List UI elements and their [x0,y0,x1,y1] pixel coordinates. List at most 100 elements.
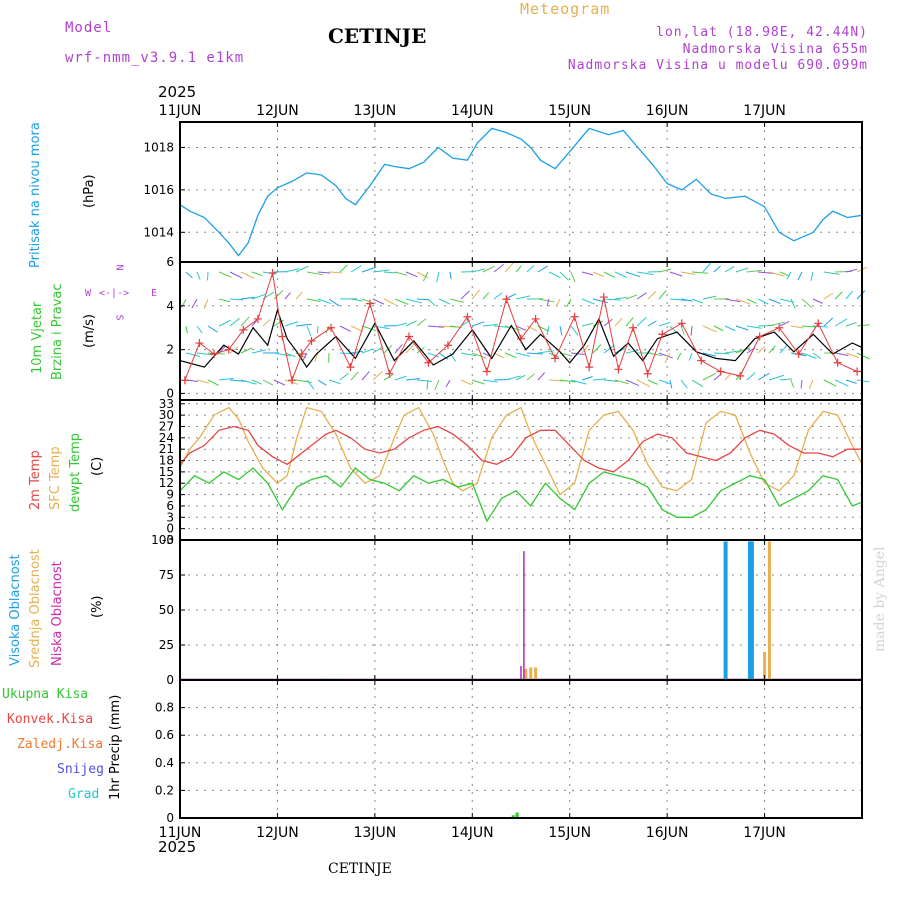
wind-arrow [757,271,774,274]
wind-arrow [724,298,741,303]
wind-arrow [434,379,440,391]
wind-gust-marker [404,332,413,341]
wind-arrow [471,352,487,359]
wind-arrow [436,271,440,283]
wind-arrow [546,325,550,336]
cloud-bar [763,652,767,680]
wind-arrow [284,292,291,300]
wind-arrow [416,318,427,327]
wind-arrow [581,376,593,381]
wind-arrow [746,298,757,304]
wind-arrow [735,325,749,331]
wind-arrow [460,379,472,386]
wind-arrow [647,379,658,385]
wind-arrow [546,298,550,307]
wind-arrow [471,268,486,273]
y-tick-label: 4 [166,299,174,313]
wind-gust-marker [697,356,706,365]
wind-arrow [800,379,803,389]
y-tick-label: 30 [159,408,174,422]
wind-arrow [669,271,683,277]
wind-arrow [845,268,858,273]
wind-arrow [603,344,615,354]
wind-arrow [350,265,362,273]
wind-arrow [691,271,708,274]
wind-arrow [460,290,470,300]
wind-arrow [823,317,834,327]
wind-arrow [658,268,672,273]
wind-arrow [636,292,647,300]
wind-arrow [823,379,837,387]
wind-gust-marker [210,350,219,358]
wind-arrow [317,298,332,305]
wind-arrow [302,352,308,362]
wind-arrow [680,298,693,302]
wind-arrow [823,292,834,300]
wind-arrow [757,345,766,354]
wind-arrow [251,319,258,327]
wind-arrow [284,268,300,273]
wind-arrow [559,271,569,281]
wind-arrow [493,263,504,273]
wind-arrow [405,343,415,354]
wind-arrow [592,344,602,354]
wind-arrow [350,325,364,332]
compass-rose: N W <-|-> E S [83,262,159,324]
wind-arrow [251,271,263,277]
wind-arrow [196,325,203,334]
wind-arrow [845,290,854,300]
wind-arrow [669,379,673,389]
wind-arrow [372,269,390,273]
wind-arrow [405,298,422,304]
wind-gust-marker [443,341,452,350]
wind-arrow [240,296,255,300]
wind-speed-line [179,308,863,369]
y-tick-label: 18 [159,454,174,468]
wind-arrow [203,298,209,310]
wind-arrow [581,298,595,305]
wind-arrow [328,379,341,385]
wind-arrow [482,379,498,383]
wind-gust-marker [502,295,511,304]
panel-frame [179,121,863,263]
wind-arrow [482,265,495,273]
wind-arrow [680,271,696,275]
y-tick-label: 0 [166,673,174,687]
wind-arrow [790,325,804,329]
wind-gust-marker [570,312,579,321]
wind-arrow [273,319,285,327]
wind-arrow [383,374,393,381]
legend-total-rain: Ukupna Kisa [2,687,89,702]
wind-arrow [251,293,266,300]
wind-arrow [460,352,477,357]
wind-arrow [317,271,330,274]
wind-arrow [570,325,579,336]
wind-arrow [614,296,627,300]
legend-hail: Grad [68,787,100,802]
y-tick-label: 25 [159,638,174,652]
wind-arrow [295,265,309,273]
wind-arrow [240,271,255,279]
wind-arrow [218,377,234,381]
lonlat-label: lon,lat (18.98E, 42.44N) [656,25,868,40]
wind-arrow [581,271,594,276]
wind-arrow [515,295,531,300]
x-day-label-bottom: 12JUN [256,825,299,841]
wind-arrow [427,352,440,358]
wind-arrow [493,352,505,359]
wind-arrow [284,352,296,358]
wind-arrow [625,379,640,387]
wind-arrow [658,321,671,327]
wind-arrow [790,379,795,388]
wind-arrow [757,372,770,381]
y-tick-label: 3 [166,510,174,524]
legend-freezing-rain: Zaledj.Kisa [17,737,104,752]
dewpoint-line [179,467,863,523]
wind-arrow [229,346,239,354]
wind-arrow [394,344,403,354]
wind-arrow [493,325,510,328]
wind-arrow [647,320,657,327]
wind-arrow [196,379,210,384]
wind-arrow [405,320,418,327]
wind-arrow [471,289,481,300]
